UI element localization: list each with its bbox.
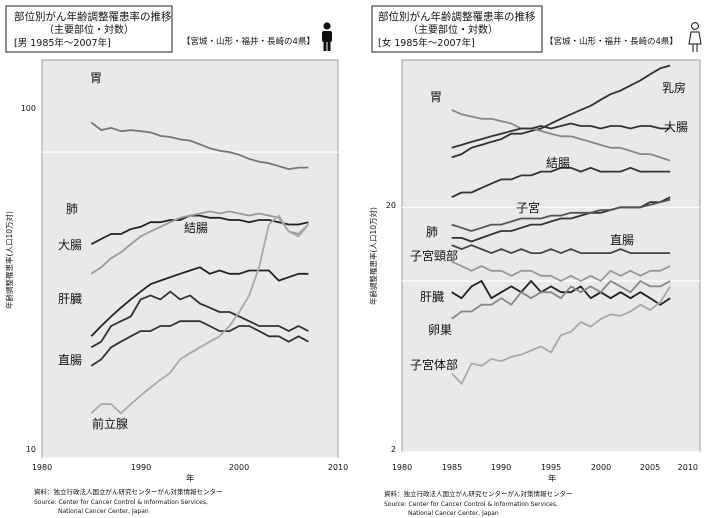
female-label-large-intestine: 大腸	[664, 120, 688, 134]
female-series-line-1	[451, 109, 671, 162]
female-label-uterus: 子宮	[516, 200, 540, 215]
female-series-line-0	[451, 64, 671, 159]
male-series-lines	[90, 121, 310, 415]
male-label-prostate: 前立腺	[92, 416, 128, 431]
female-ytick-20: 20	[386, 201, 396, 210]
female-xtick-1985: 1985	[442, 463, 462, 472]
male-label-lung: 肺	[66, 202, 78, 216]
female-label-rectum: 直腸	[610, 233, 634, 247]
male-panel: 部位別がん年齢調整罹患率の推移 （主要部位・対数） [男 1985年～2007年…	[4, 5, 348, 515]
female-figure-icon	[688, 22, 702, 52]
female-region: 【宮城・山形・福井・長崎の4県】	[545, 36, 678, 47]
male-label-stomach: 胃	[90, 71, 102, 85]
male-series-line-0	[90, 121, 309, 171]
male-y-axis-label: 年齢調整罹患率(人口10万対)	[4, 211, 14, 309]
female-label-lung: 肺	[426, 225, 438, 239]
male-subtitle: （主要部位・対数）	[44, 23, 134, 36]
female-label-stomach: 胃	[430, 90, 442, 104]
male-xtick-1980: 1980	[32, 463, 52, 472]
female-series-line-2	[451, 122, 671, 149]
female-source-line-2: Source: Center for Cancer Control & Info…	[384, 501, 558, 508]
male-label-large-intestine: 大腸	[58, 238, 82, 252]
female-series-line-5	[451, 198, 671, 232]
female-panel: 部位別がん年齢調整罹患率の推移 （主要部位・対数） [女 1985年～2007年…	[368, 5, 702, 517]
female-xtick-2005: 2005	[640, 463, 660, 472]
female-y-axis-label: 年齢調整罹患率(人口10万対)	[368, 207, 378, 305]
female-xtick-1995: 1995	[541, 463, 561, 472]
female-title-box	[371, 5, 543, 53]
female-ytick-2: 2	[391, 445, 396, 454]
female-population: [女 1985年～2007年]	[378, 37, 475, 49]
male-series-line-4	[90, 290, 309, 349]
female-series-lines	[451, 64, 671, 385]
female-xtick-2000: 2000	[591, 463, 611, 472]
male-series-line-6	[90, 214, 310, 415]
female-source-line-3: National Cancer Center, Japan	[408, 510, 499, 517]
male-figure-icon	[322, 22, 332, 51]
female-label-liver: 肝臓	[420, 290, 444, 304]
female-series-line-8	[451, 280, 671, 306]
female-series-line-7	[451, 260, 671, 282]
male-plot-area	[41, 59, 339, 459]
male-title: 部位別がん年齢調整罹患率の推移	[14, 10, 172, 23]
female-series-line-9	[451, 280, 671, 320]
female-label-colon: 結腸	[546, 156, 570, 170]
male-series-line-5	[90, 320, 309, 367]
male-source-line-2: Source: Center for Cancer Control & Info…	[34, 499, 208, 506]
male-source-line-1: 資料：独立行政法人国立がん研究センターがん対策情報センター	[34, 487, 223, 496]
female-xtick-1980: 1980	[392, 463, 412, 472]
male-series-line-2	[90, 210, 310, 275]
female-xtick-2010: 2010	[678, 463, 698, 472]
female-series-line-6	[451, 244, 671, 255]
male-source-line-3: National Cancer Center, Japan	[58, 508, 149, 515]
male-xtick-1990: 1990	[131, 463, 151, 472]
male-region: 【宮城・山形・福井・長崎の4県】	[182, 36, 315, 47]
male-x-axis-label: 年	[186, 473, 194, 483]
female-label-breast: 乳房	[662, 80, 686, 95]
male-xtick-2010: 2010	[328, 463, 348, 472]
female-label-uterine-body: 子宮体部	[410, 357, 458, 372]
male-population: [男 1985年～2007年]	[14, 37, 111, 49]
female-xtick-1990: 1990	[491, 463, 511, 472]
female-source-line-1: 資料：独立行政法人国立がん研究センターがん対策情報センター	[384, 489, 573, 498]
female-x-axis-label: 年	[548, 473, 556, 483]
female-label-cervix: 子宮頸部	[410, 248, 458, 263]
male-label-colon: 結腸	[184, 221, 208, 235]
male-ytick-100: 100	[21, 104, 36, 113]
male-label-rectum: 直腸	[58, 353, 82, 367]
female-gridlines	[402, 206, 700, 453]
male-title-box	[5, 5, 173, 53]
female-title: 部位別がん年齢調整罹患率の推移	[378, 10, 536, 23]
male-label-liver: 肝臓	[58, 292, 82, 306]
female-series-line-10	[451, 285, 671, 385]
male-gridlines	[42, 151, 338, 459]
female-label-ovary: 卵巣	[428, 323, 452, 337]
female-series-line-3	[451, 166, 671, 199]
male-xtick-2000: 2000	[229, 463, 249, 472]
male-ytick-10: 10	[26, 445, 36, 454]
female-subtitle: （主要部位・対数）	[408, 23, 498, 36]
male-series-line-3	[90, 266, 309, 337]
